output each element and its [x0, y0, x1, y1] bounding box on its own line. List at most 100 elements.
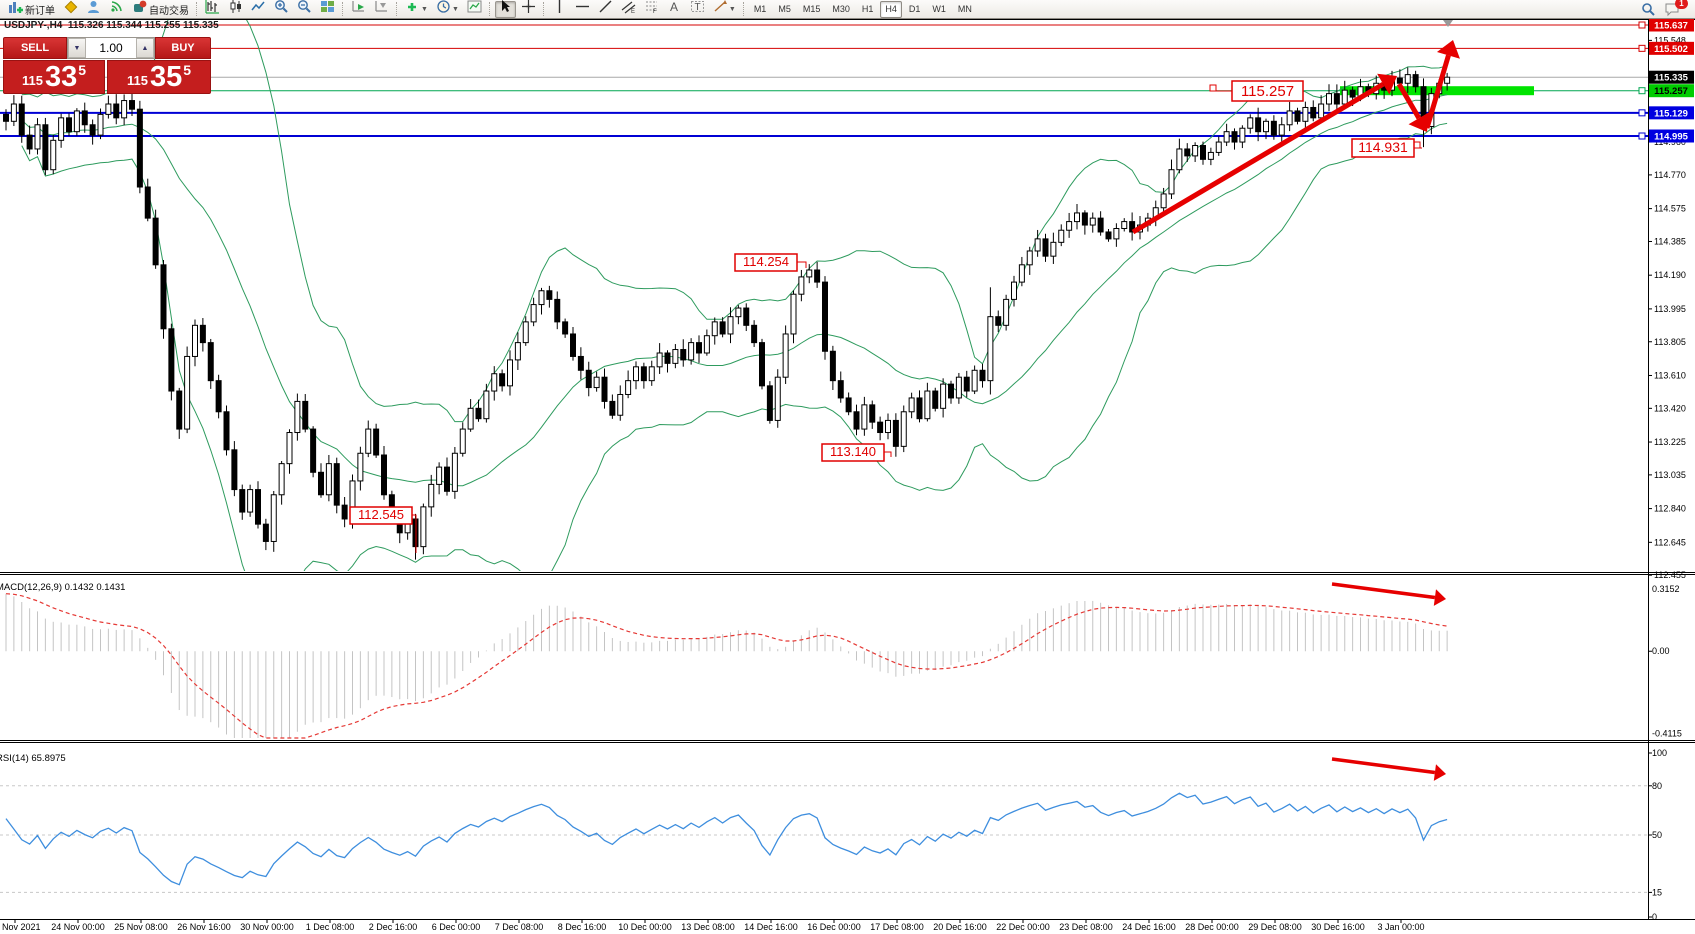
price-annotation-box[interactable] — [1231, 80, 1304, 102]
candle-body — [1286, 110, 1293, 126]
price-annotation-box[interactable] — [821, 443, 885, 462]
autotrading-icon — [132, 0, 147, 19]
sell-price[interactable]: 115 33 5 — [3, 60, 105, 94]
channel-icon: E — [621, 0, 636, 19]
notification-count-badge: 1 — [1675, 0, 1688, 9]
candle-body — [814, 269, 821, 283]
chart-shift-marker[interactable] — [1443, 20, 1453, 27]
buy-price-pip: 5 — [183, 62, 192, 78]
annotation-handle[interactable] — [1209, 84, 1217, 92]
buy-button[interactable]: BUY — [155, 37, 211, 59]
candle-body — [136, 108, 143, 188]
price-annotation-box[interactable] — [349, 506, 413, 525]
volume-input[interactable] — [86, 38, 136, 58]
candle-body — [215, 380, 222, 413]
new-order-button[interactable]: 新订单 — [5, 1, 58, 18]
timeframe-m15[interactable]: M15 — [802, 3, 821, 14]
line-handle[interactable] — [1638, 109, 1646, 117]
candle-body — [231, 449, 238, 491]
price-tick-label: 114.575 — [1654, 204, 1686, 214]
time-axis: Nov 2021 24 Nov 00:00 25 Nov 08:00 26 Nov 1… — [2, 919, 1425, 932]
timeframe-w1[interactable]: W1 — [932, 3, 946, 14]
timeframe-mn[interactable]: MN — [957, 3, 972, 14]
line-handle[interactable] — [1638, 21, 1646, 29]
indicators-button[interactable]: ▼ — [402, 1, 431, 18]
price-tick-label: 112.645 — [1654, 537, 1686, 547]
candle-body — [420, 506, 427, 548]
periods-button[interactable]: ▼ — [433, 0, 462, 18]
candle-body — [152, 217, 159, 266]
trend-arrow-line[interactable] — [1331, 582, 1436, 600]
shapes-button[interactable]: ▼ — [710, 0, 739, 18]
price-annotation-box[interactable] — [1351, 138, 1415, 158]
zoom-in-button[interactable] — [271, 0, 292, 18]
candle-body — [751, 324, 758, 344]
autotrading-button[interactable]: 自动交易 — [129, 0, 192, 19]
line-chart-button[interactable] — [248, 1, 269, 18]
bar-chart-button[interactable] — [202, 0, 223, 18]
candle-body — [428, 483, 435, 508]
price-annotation-text: 113.140 — [830, 444, 876, 459]
candle-body — [1270, 120, 1277, 136]
line-handle[interactable] — [1638, 87, 1646, 95]
volume-control: ▼ ▲ — [67, 37, 155, 59]
candle-body — [1239, 127, 1246, 143]
line-handle[interactable] — [1638, 44, 1646, 52]
candlestick-chart-button[interactable] — [225, 0, 246, 18]
candle-body — [1341, 89, 1348, 105]
crosshair-button[interactable] — [518, 0, 539, 18]
annotations: 115.257 114.931 114.254 113.140 112.545 — [349, 80, 1422, 553]
time-tick-label: 30 Nov 00:00 — [240, 922, 294, 932]
candle-body — [121, 100, 128, 119]
price-annotation-box[interactable] — [734, 253, 798, 272]
candle-body — [223, 411, 230, 451]
timeframe-h4[interactable]: H4 — [880, 0, 902, 18]
trend-arrow-line[interactable] — [1396, 82, 1422, 120]
notifications-button[interactable]: 1 — [1661, 0, 1688, 18]
chart-shift-button[interactable] — [371, 1, 392, 18]
trend-arrow-line[interactable] — [1331, 757, 1436, 775]
volume-decrease-button[interactable]: ▼ — [68, 38, 86, 58]
fibonacci-button[interactable]: F — [641, 1, 662, 18]
timeframe-d1[interactable]: D1 — [908, 3, 921, 14]
vline-button[interactable] — [549, 0, 570, 18]
templates-button[interactable] — [464, 0, 485, 18]
line-chart-icon — [251, 0, 266, 19]
text-button[interactable]: A — [664, 0, 685, 18]
price-annotation-text: 114.254 — [743, 254, 789, 269]
candle-body — [1034, 238, 1041, 252]
tile-windows-button[interactable] — [317, 1, 338, 18]
channel-button[interactable]: E — [618, 1, 639, 18]
signals-button[interactable] — [106, 1, 127, 18]
candle-body — [672, 349, 679, 364]
timeframe-m1[interactable]: M1 — [753, 3, 767, 14]
svg-text:T: T — [694, 2, 700, 13]
timeframe-m30[interactable]: M30 — [832, 3, 850, 14]
zoom-out-button[interactable] — [294, 0, 315, 18]
profile-button[interactable] — [83, 1, 104, 18]
label-button[interactable]: T — [687, 1, 708, 18]
hline-button[interactable] — [572, 1, 593, 18]
trendline-button[interactable] — [595, 0, 616, 18]
community-button[interactable] — [60, 0, 81, 18]
timeframe-m5[interactable]: M5 — [778, 3, 791, 14]
candle-body — [192, 324, 198, 357]
annotation-handle[interactable] — [1413, 141, 1421, 149]
volume-increase-button[interactable]: ▲ — [136, 38, 154, 58]
annotation-leader — [884, 451, 892, 457]
auto-scroll-button[interactable] — [348, 1, 369, 18]
svg-text:F: F — [653, 9, 657, 14]
cursor-button[interactable] — [494, 0, 516, 18]
sell-button[interactable]: SELL — [3, 37, 67, 59]
trend-arrow-line[interactable] — [1424, 54, 1451, 129]
line-handle[interactable] — [1638, 132, 1646, 140]
search-button[interactable] — [1638, 1, 1659, 18]
auto-scroll-icon — [351, 0, 366, 19]
candle-body — [1184, 148, 1191, 157]
timeframe-h1[interactable]: H1 — [861, 3, 874, 14]
trend-arrow-line[interactable] — [1131, 81, 1385, 235]
buy-price[interactable]: 115 35 5 — [107, 60, 211, 94]
candle-body — [365, 428, 372, 454]
time-tick-label: 24 Nov 00:00 — [51, 922, 105, 932]
